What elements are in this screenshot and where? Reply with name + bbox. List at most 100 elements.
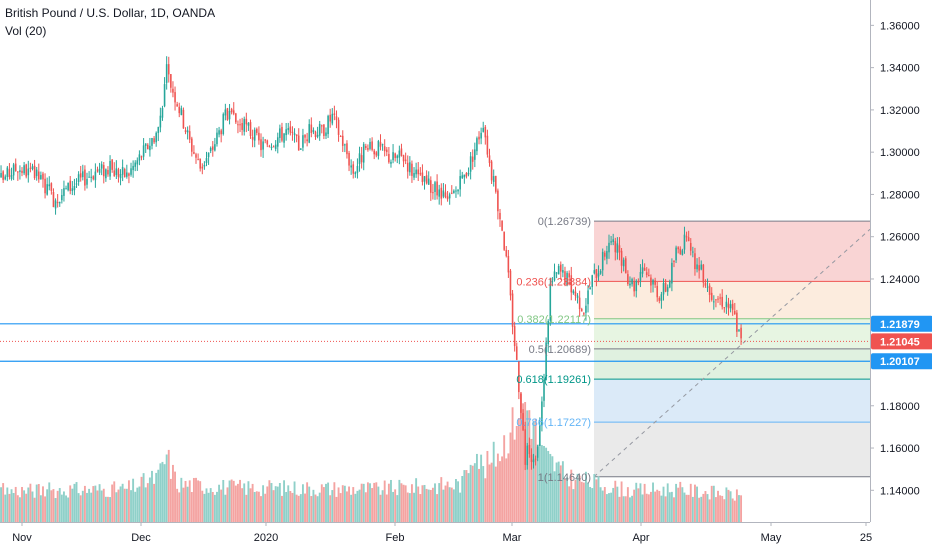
volume-bar [188, 480, 191, 522]
candle-body [323, 124, 325, 136]
candle-body [539, 424, 541, 446]
volume-bar [689, 483, 692, 522]
candle-body [694, 253, 696, 270]
volume-bar [597, 476, 600, 522]
volume-bar [683, 492, 686, 522]
candle-body [235, 113, 237, 123]
volume-bar [459, 492, 462, 522]
candle-body [635, 280, 638, 292]
candle-body [507, 256, 510, 273]
candle-body [503, 231, 505, 250]
price-tick-label: 1.18000 [880, 401, 920, 413]
candle-body [673, 260, 675, 262]
candle-body [241, 123, 243, 130]
candle-body [698, 265, 700, 271]
candle-body [295, 134, 298, 137]
candle-body [706, 286, 709, 288]
volume-bar [98, 484, 101, 522]
candle-body [90, 176, 92, 178]
volume-bar [253, 492, 256, 522]
candle-body [553, 271, 556, 281]
candle-body [140, 156, 143, 158]
volume-bar [314, 494, 317, 522]
volume-bar [192, 477, 195, 522]
volume-bar [584, 471, 587, 522]
volume-bar [375, 482, 378, 522]
candle-body [203, 164, 206, 167]
volume-bar [538, 444, 541, 522]
candle-body [499, 212, 501, 220]
volume-bar [392, 491, 395, 522]
candle-body [400, 148, 403, 156]
candle-body [46, 184, 48, 195]
candle-body [56, 202, 59, 204]
volume-bar [346, 491, 348, 522]
volume-bar [190, 492, 193, 522]
candle-body [574, 291, 577, 296]
candle-body [662, 283, 665, 295]
candle-body [658, 298, 661, 301]
candle-body [251, 137, 254, 140]
volume-bar [410, 484, 413, 522]
candle-body [656, 285, 659, 298]
candle-body [413, 173, 415, 178]
candle-body [417, 169, 420, 175]
candle-body [593, 270, 596, 274]
volume-bar [385, 494, 388, 522]
time-tick-label: May [761, 532, 782, 544]
volume-bar [69, 485, 72, 522]
candle-body [180, 108, 183, 116]
volume-bar [255, 491, 258, 522]
symbol-title[interactable]: British Pound / U.S. Dollar, 1D, OANDA [5, 6, 216, 20]
candle-body [524, 429, 526, 465]
volume-bar [90, 492, 93, 522]
candle-body [123, 169, 126, 177]
volume-bar [513, 439, 516, 522]
volume-bar [232, 480, 235, 522]
volume-bar [102, 488, 105, 522]
volume-bar [578, 475, 581, 522]
candle-body [54, 200, 57, 209]
candle-body [318, 123, 321, 136]
candle-body [358, 153, 361, 164]
candle-body [511, 293, 514, 327]
candle-body [325, 132, 327, 136]
price-axis-bg [870, 0, 932, 550]
volume-bar [694, 484, 696, 522]
candle-body [287, 128, 290, 131]
candle-body [10, 175, 13, 179]
candle-body [461, 175, 464, 179]
volume-bar [86, 492, 88, 522]
candle-body [725, 301, 728, 307]
volume-bar [52, 489, 55, 522]
candle-body [73, 186, 76, 191]
candle-body [77, 174, 80, 183]
candle-body [463, 174, 466, 178]
volume-bar [658, 490, 661, 522]
volume-bar [528, 410, 531, 522]
volume-bar [241, 488, 244, 522]
candle-body [438, 189, 440, 197]
price-badge [871, 315, 932, 332]
volume-bar [352, 487, 355, 522]
candle-body [459, 176, 461, 190]
volume-bar [490, 462, 493, 522]
candle-body [218, 130, 220, 135]
candle-body [111, 159, 113, 170]
volume-bar [100, 490, 103, 522]
candle-body [587, 290, 589, 305]
candle-body [2, 171, 4, 180]
volume-bar [547, 450, 550, 522]
volume-bar [325, 483, 327, 522]
candle-body [249, 122, 252, 137]
candle-body [302, 135, 304, 148]
volume-bar [499, 461, 501, 522]
volume-indicator-label[interactable]: Vol (20) [5, 24, 47, 38]
volume-bar [88, 488, 91, 522]
candle-body [348, 152, 350, 166]
volume-bar [121, 483, 124, 522]
volume-bar [167, 449, 170, 522]
candle-body [583, 313, 585, 315]
volume-bar [335, 496, 338, 522]
